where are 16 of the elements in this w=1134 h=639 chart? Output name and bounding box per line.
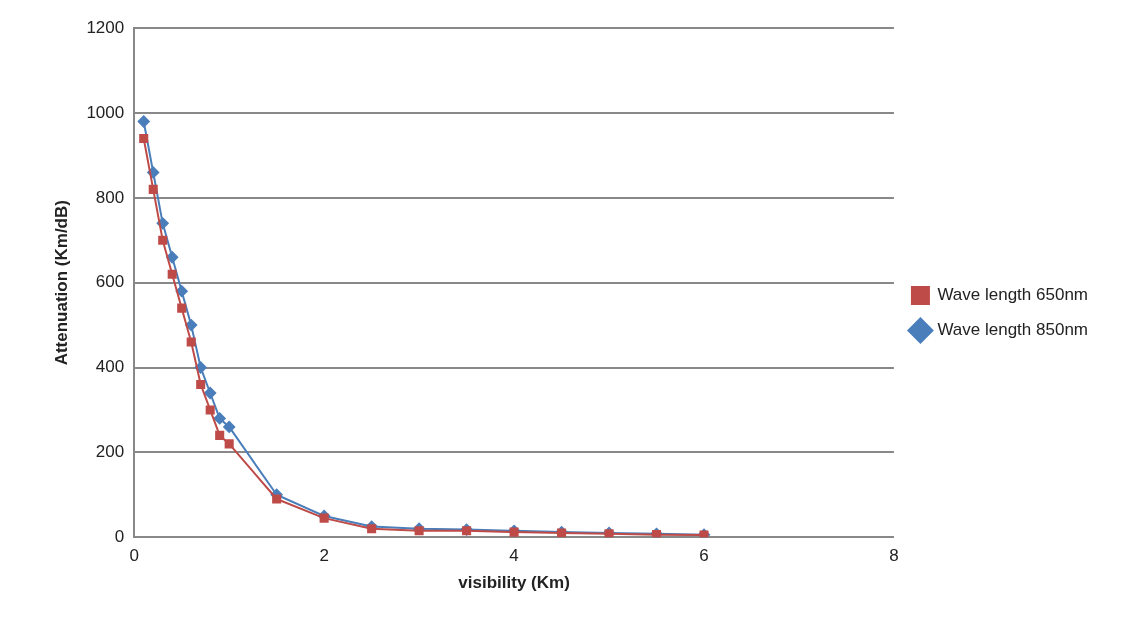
y-tick-label: 0 — [114, 526, 125, 546]
y-tick-label: 1000 — [86, 102, 125, 122]
y-tick-label: 600 — [95, 272, 125, 292]
x-tick-label: 6 — [699, 546, 709, 566]
legend-label: Wave length 650nm — [937, 285, 1089, 305]
x-axis-title: visibility (Km) — [458, 573, 570, 593]
y-tick-label: 1200 — [86, 17, 125, 37]
x-tick-label: 4 — [509, 546, 519, 566]
x-tick-label: 0 — [129, 546, 139, 566]
y-tick-label: 800 — [95, 187, 125, 207]
y-tick-label: 400 — [95, 357, 125, 377]
y-tick-label: 200 — [95, 442, 125, 462]
y-axis-title: Attenuation (Km/dB) — [51, 200, 71, 366]
x-tick-label: 2 — [319, 546, 329, 566]
x-tick-label: 8 — [889, 546, 899, 566]
legend-label: Wave length 850nm — [937, 320, 1089, 340]
